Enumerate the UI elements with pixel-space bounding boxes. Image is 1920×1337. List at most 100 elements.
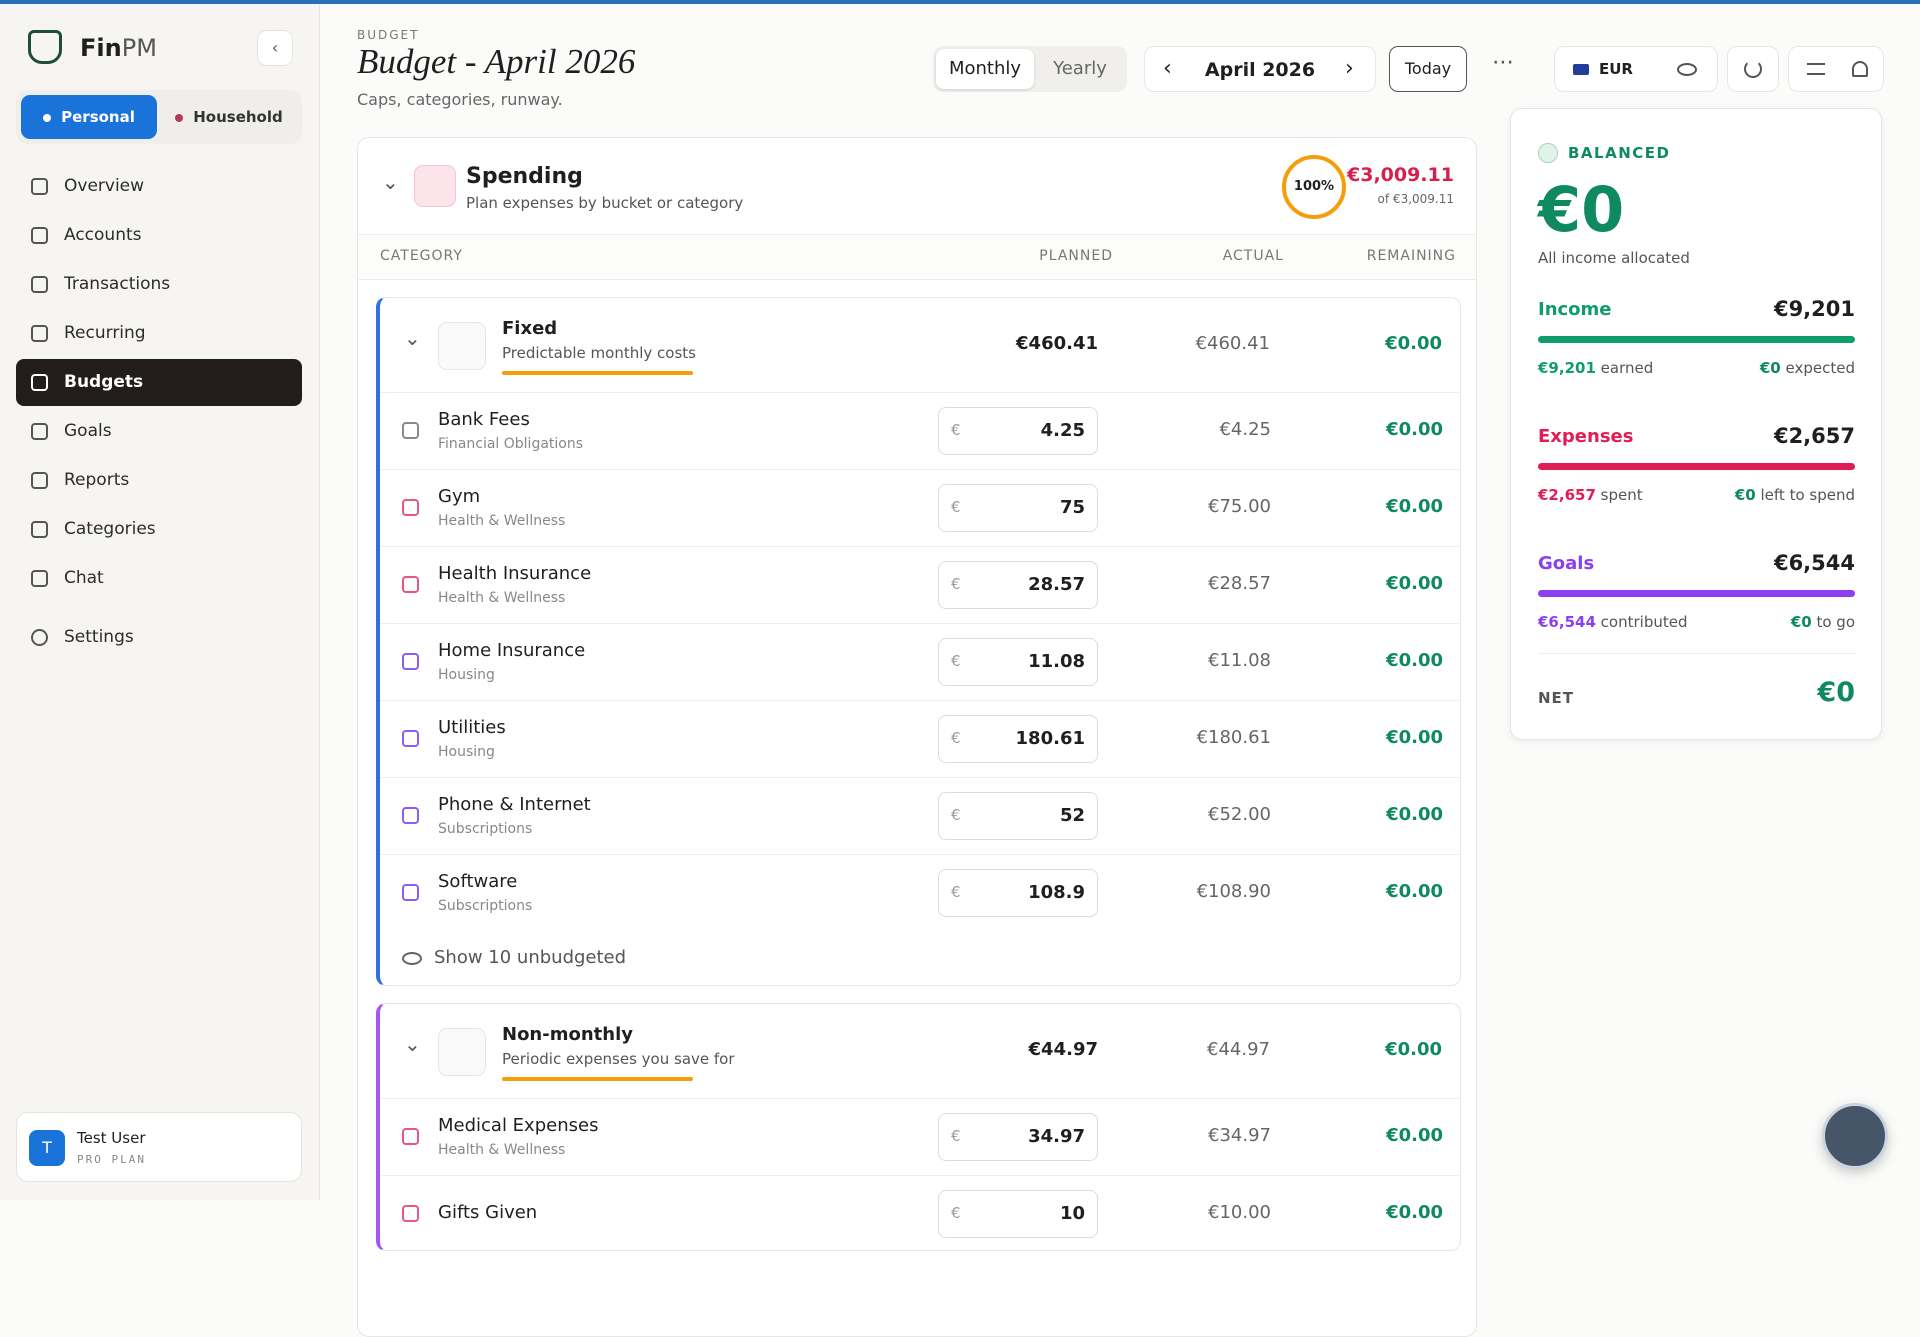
section-label: Expenses (1538, 426, 1634, 447)
nav-icon (31, 472, 48, 489)
planned-input[interactable]: €34.97 (938, 1113, 1098, 1161)
row-remaining: €0.00 (1386, 881, 1443, 902)
budget-row: Gym Health & Wellness €75 €75.00 €0.00 (380, 469, 1461, 546)
planned-input[interactable]: €11.08 (938, 638, 1098, 686)
nav-item[interactable]: Chat (16, 555, 302, 602)
nav-icon (31, 325, 48, 342)
assistant-button[interactable] (1822, 1103, 1888, 1169)
profile-switch: Personal Household (16, 90, 302, 144)
row-name: Gym (438, 486, 481, 507)
row-icon (402, 499, 419, 516)
row-actual: €10.00 (1208, 1202, 1271, 1223)
nav-icon (31, 276, 48, 293)
budget-row: Gifts Given €10 €10.00 €0.00 (380, 1175, 1461, 1252)
planned-value: 11.08 (1028, 651, 1085, 672)
row-remaining: €0.00 (1386, 496, 1443, 517)
more-button[interactable]: ⋯ (1492, 50, 1514, 75)
icon-button[interactable] (1788, 46, 1884, 92)
currency-group: EUR (1554, 46, 1718, 92)
section-label: Income (1538, 299, 1612, 320)
nav-item[interactable]: Settings (16, 614, 302, 661)
row-actual: €108.90 (1196, 881, 1271, 902)
group-chevron[interactable]: ⌄ (404, 1032, 421, 1056)
nav-item[interactable]: Goals (16, 408, 302, 455)
budget-row: Health Insurance Health & Wellness €28.57 €… (380, 546, 1461, 623)
avatar: T (29, 1130, 65, 1166)
nav-item[interactable]: Accounts (16, 212, 302, 259)
section-bar (1538, 590, 1855, 597)
profile-tab[interactable]: Household (162, 95, 296, 139)
right-text: to go (1816, 613, 1855, 631)
page-title: Budget - April 2026 (357, 42, 636, 81)
planned-input[interactable]: €108.9 (938, 869, 1098, 917)
collapse-chevron[interactable]: ⌄ (382, 170, 399, 194)
row-category: Health & Wellness (438, 513, 566, 529)
nav-icon (31, 178, 48, 195)
planned-input[interactable]: €180.61 (938, 715, 1098, 763)
currency-sign: € (951, 421, 961, 439)
row-remaining: €0.00 (1386, 650, 1443, 671)
left-value: €6,544 (1538, 613, 1596, 631)
nav-label: Overview (64, 176, 145, 196)
profile-dot (43, 113, 52, 122)
group-remaining: €0.00 (1385, 1039, 1442, 1060)
spending-total: €3,009.11 (1347, 164, 1454, 186)
nav-item[interactable]: Transactions (16, 261, 302, 308)
today-button[interactable]: Today (1389, 46, 1467, 92)
planned-value: 28.57 (1028, 574, 1085, 595)
percent-label: 100% (1293, 179, 1335, 194)
section-right: €0 expected (1760, 359, 1855, 377)
right-text: expected (1785, 359, 1855, 377)
refresh-icon (1744, 60, 1762, 78)
group-subtitle: Predictable monthly costs (502, 344, 696, 362)
nav-item[interactable]: Budgets (16, 359, 302, 406)
category-group: ⌄ Non-monthly Periodic expenses you save f… (376, 1003, 1461, 1251)
brand: FinPM (80, 34, 157, 62)
profile-dot (175, 113, 184, 122)
nav-label: Goals (64, 421, 112, 441)
eye-button[interactable] (1677, 63, 1697, 76)
row-name: Phone & Internet (438, 794, 591, 815)
planned-value: 180.61 (1015, 728, 1085, 749)
nav-label: Budgets (64, 372, 144, 392)
row-icon (402, 422, 419, 439)
user-card[interactable]: T Test User PRO PLAN (16, 1112, 302, 1182)
prev-button[interactable]: ‹ (1163, 56, 1172, 81)
profile-tab[interactable]: Personal (21, 95, 157, 139)
spending-card: ⌄ Spending Plan expenses by bucket or cate… (357, 137, 1477, 1337)
view-tab[interactable]: Yearly (1053, 58, 1107, 79)
right-value: €0 (1790, 613, 1812, 631)
planned-input[interactable]: €28.57 (938, 561, 1098, 609)
top-bar (0, 0, 1920, 4)
row-category: Subscriptions (438, 821, 533, 837)
nav-item[interactable]: Categories (16, 506, 302, 553)
column-label: REMAINING (1366, 248, 1456, 264)
planned-value: 52 (1059, 805, 1085, 826)
nav-item[interactable]: Overview (16, 163, 302, 210)
status: BALANCED (1568, 144, 1671, 162)
section-right: €0 left to spend (1735, 486, 1855, 504)
section-label: Goals (1538, 553, 1595, 574)
group-chevron[interactable]: ⌄ (404, 326, 421, 350)
planned-input[interactable]: €4.25 (938, 407, 1098, 455)
planned-input[interactable]: €75 (938, 484, 1098, 532)
currency-sign: € (951, 1204, 961, 1222)
group-actual: €460.41 (1195, 333, 1270, 354)
row-category: Subscriptions (438, 898, 533, 914)
next-button[interactable]: › (1345, 56, 1354, 81)
nav-item[interactable]: Reports (16, 457, 302, 504)
currency-sign: € (951, 1127, 961, 1145)
group-subtitle: Periodic expenses you save for (502, 1050, 735, 1068)
collapse-button[interactable]: ‹ (257, 30, 293, 66)
budget-row: Medical Expenses Health & Wellness €34.97 €… (380, 1098, 1461, 1175)
currency[interactable]: EUR (1599, 60, 1633, 78)
currency-sign: € (951, 883, 961, 901)
planned-input[interactable]: €10 (938, 1190, 1098, 1238)
currency-sign: € (951, 652, 961, 670)
planned-input[interactable]: €52 (938, 792, 1098, 840)
row-remaining: €0.00 (1386, 419, 1443, 440)
brand-sub: PM (121, 34, 157, 62)
nav-item[interactable]: Recurring (16, 310, 302, 357)
view-tab[interactable]: Monthly (936, 49, 1034, 89)
